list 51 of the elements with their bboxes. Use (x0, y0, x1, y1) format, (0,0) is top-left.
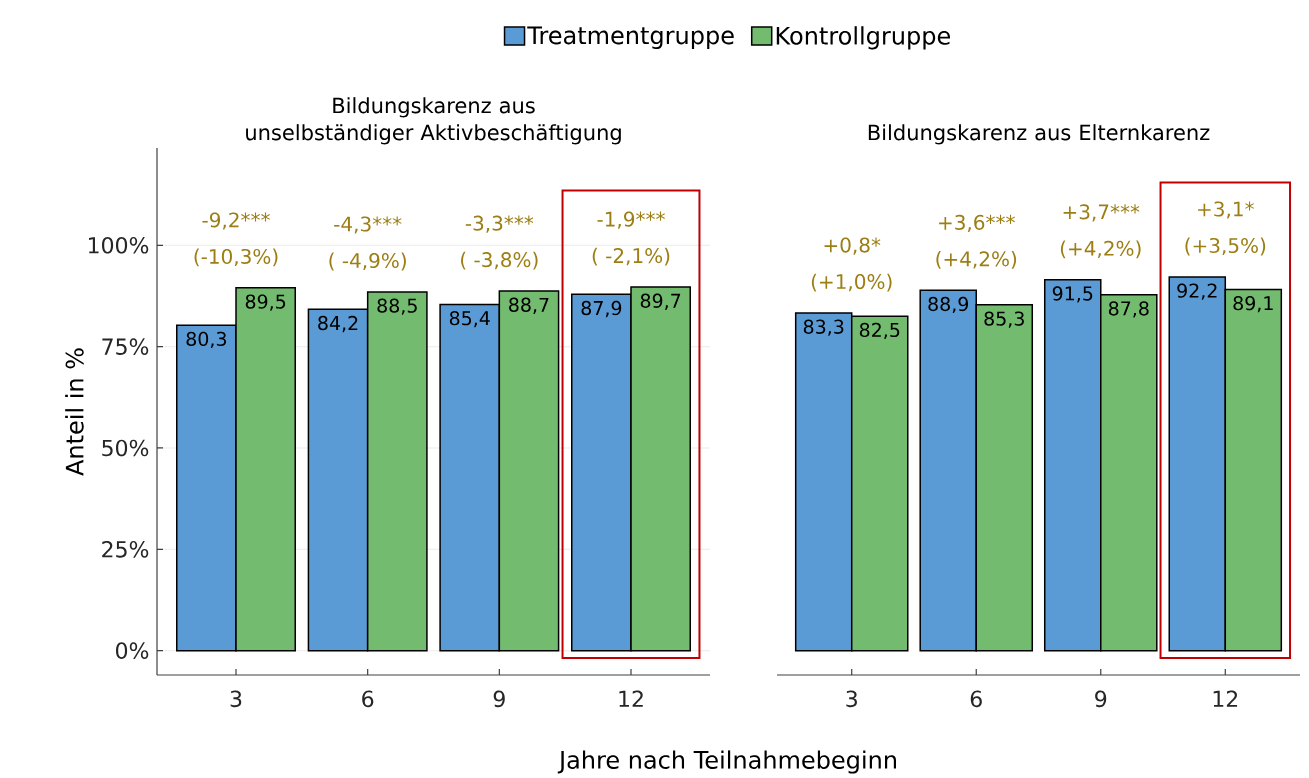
legend-label: Kontrollgruppe (776, 26, 950, 50)
y-tick-label: 100% (88, 236, 149, 254)
y-tick-label: 0% (116, 642, 149, 659)
x-axis-title: Jahre nach Teilnahmebeginn (557, 750, 896, 774)
annotation: (-10,3%) (194, 248, 278, 267)
data-label: 85,3 (984, 311, 1024, 328)
x-tick-label: 6 (970, 690, 982, 708)
data-label: 88,5 (377, 298, 417, 315)
annotation: -9,2*** (202, 212, 270, 230)
legend-label: Treatmentgruppe (527, 26, 734, 50)
text: (+3,5%) (1185, 237, 1266, 256)
x-tick-label: 9 (1095, 690, 1107, 708)
data-label: 84,2 (318, 315, 358, 333)
data-label: 89,5 (245, 294, 286, 311)
text: +3,6*** (939, 214, 1015, 232)
data-label: 83,3 (803, 319, 844, 336)
x-tick-label: 12 (1213, 690, 1238, 707)
chart-title: Bildungskarenz aus Elternkarenz (868, 124, 1210, 145)
y-tick-label: 75% (102, 338, 149, 355)
data-label: 88,7 (509, 297, 549, 314)
data-label: 87,8 (1108, 301, 1149, 318)
annotation: ( -2,1%) (592, 247, 670, 266)
data-label: 91,5 (1052, 286, 1093, 303)
text: +0,8* (824, 237, 881, 255)
text: +3,7*** (1063, 204, 1140, 222)
annotation: ( -3,8%) (461, 251, 538, 270)
y-tick-label: 25% (102, 541, 149, 558)
x-tick-label: 3 (230, 690, 242, 708)
annotation: (+1,0%) (811, 273, 892, 292)
annotation: -4,3*** (334, 216, 402, 234)
x-tick-label: 6 (362, 690, 374, 708)
data-label: 92,2 (1177, 283, 1217, 300)
data-label: 87,9 (581, 300, 622, 318)
data-label: 89,7 (640, 293, 681, 310)
data-label: 88,9 (928, 296, 969, 314)
x-tick-label: 9 (493, 690, 505, 708)
text: (+4,2%) (936, 250, 1017, 269)
data-label: 85,4 (449, 311, 490, 328)
annotation: ( -4,9%) (329, 252, 406, 271)
x-tick-label: 12 (619, 690, 643, 707)
y-axis-title: Anteil in % (65, 348, 84, 476)
data-label: 82,5 (859, 322, 900, 340)
text: (+4,2%) (1060, 240, 1141, 259)
x-tick-label: 3 (846, 690, 857, 708)
annotation: -1,9*** (597, 211, 665, 229)
data-label: 80,3 (186, 331, 227, 348)
annotation: -3,3*** (465, 215, 534, 233)
data-label: 89,1 (1233, 296, 1273, 313)
y-tick-label: 50% (102, 439, 149, 457)
text: +3,1* (1198, 201, 1254, 219)
chart-title: Bildungskarenz aus unselbständiger Aktivbeschäftigung (246, 97, 621, 145)
